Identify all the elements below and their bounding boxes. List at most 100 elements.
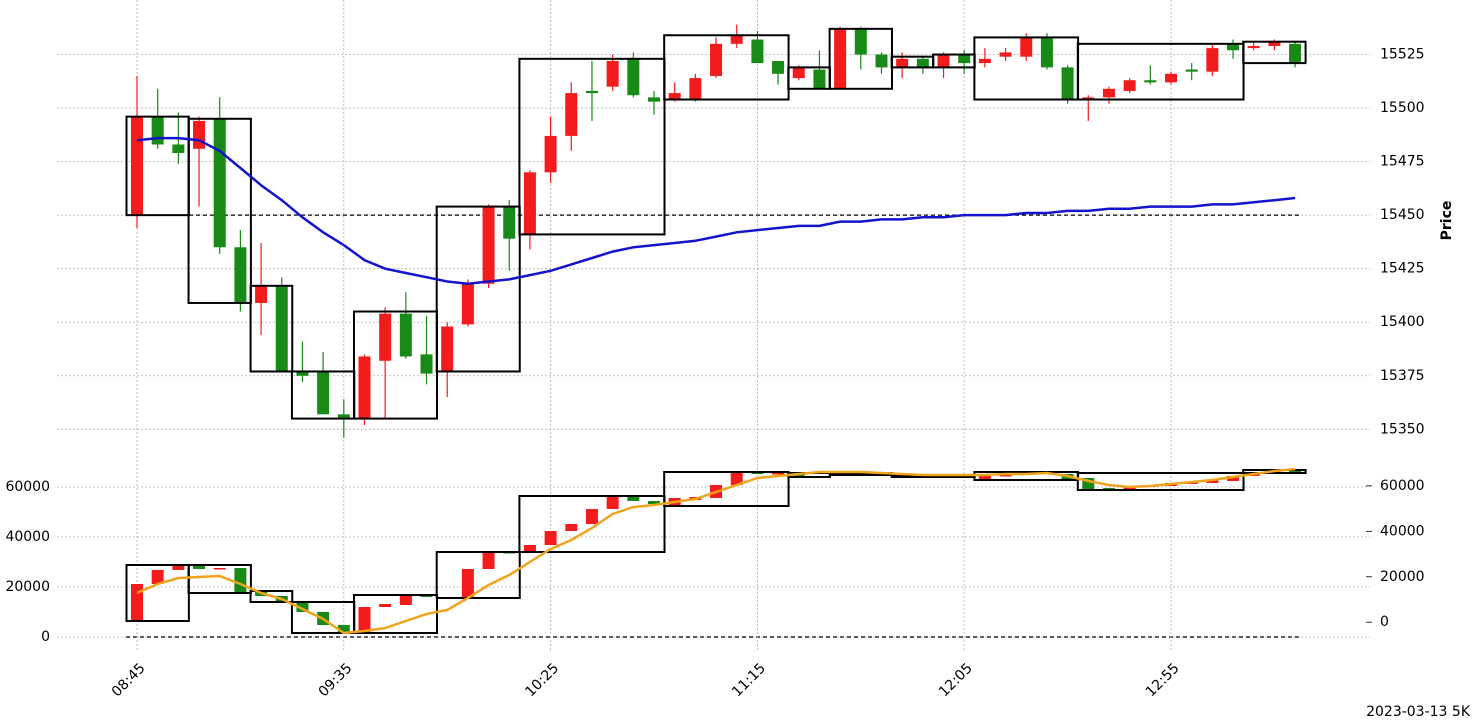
y2-tick-label: 0: [1380, 614, 1389, 630]
candle-body: [544, 135, 557, 173]
candle-body: [916, 58, 929, 68]
candle-body: [585, 90, 598, 94]
candle-body: [358, 607, 371, 633]
candle-body: [627, 58, 640, 96]
candle-body: [1165, 73, 1177, 83]
candle-body: [648, 501, 660, 504]
range-box: [249, 590, 294, 603]
y-tick-label: 15450: [1380, 207, 1425, 223]
range-box: [518, 495, 666, 553]
range-box: [187, 564, 252, 594]
candle-body: [648, 97, 660, 102]
candle-body: [999, 52, 1012, 57]
candle-body: [606, 60, 619, 87]
candle-body: [1040, 37, 1053, 68]
candle-body: [482, 553, 495, 569]
candle-body: [585, 509, 598, 524]
range-box: [1076, 42, 1245, 101]
y-tick-label: 15525: [1380, 47, 1425, 63]
candle-body: [234, 247, 247, 303]
candle-body: [1123, 80, 1136, 91]
x-tick-label: 12:55: [1143, 660, 1183, 700]
line-series: [136, 136, 1296, 285]
candle-body: [337, 414, 350, 419]
candle-body: [131, 116, 143, 216]
candle-body: [275, 285, 288, 372]
y-tick-label: 0: [41, 629, 50, 645]
candle-body: [296, 371, 309, 376]
candle-body: [710, 43, 723, 76]
candle-body: [399, 313, 412, 357]
candle-body: [1185, 69, 1198, 72]
range-box: [1076, 472, 1245, 491]
y-tick-label: 15500: [1380, 100, 1425, 116]
candle-body: [1227, 476, 1240, 481]
candle-body: [834, 28, 847, 89]
candle-body: [172, 144, 185, 154]
candle-body: [461, 283, 474, 325]
candle-body: [379, 313, 392, 361]
candle-body: [1289, 43, 1302, 64]
candle-body: [1082, 97, 1095, 100]
candle-body: [606, 496, 619, 509]
candle-body: [854, 28, 867, 55]
candle-body: [937, 54, 950, 68]
x-tick-label: 08:45: [109, 660, 149, 700]
candle-body: [1289, 470, 1302, 473]
candle-body: [730, 35, 743, 44]
candle-body: [875, 54, 888, 68]
candle-body: [193, 566, 206, 569]
range-box: [249, 284, 294, 373]
range-box: [663, 471, 790, 507]
range-box: [518, 57, 666, 236]
grid-layer: [57, 0, 1372, 650]
range-box: [1242, 40, 1307, 65]
line-series: [136, 467, 1296, 635]
candle-body: [523, 545, 536, 551]
candle-body: [730, 473, 743, 485]
candle-body: [1020, 37, 1033, 57]
candle-body: [751, 39, 764, 64]
candle-body: [213, 568, 226, 570]
candle-body: [1206, 48, 1219, 72]
candle-body: [772, 60, 785, 74]
candle-body: [999, 475, 1012, 477]
x-tick-label: 11:15: [729, 660, 769, 700]
y-tick-label: 15375: [1380, 368, 1425, 384]
candle-body: [1206, 480, 1219, 483]
candle-body: [813, 69, 826, 89]
candle-body: [1144, 80, 1157, 83]
candle-body: [668, 93, 681, 100]
candle-body: [461, 569, 474, 597]
candle-body: [978, 58, 991, 64]
candle-body: [1102, 88, 1115, 98]
candle-body: [689, 78, 702, 100]
y-tick-label: 15400: [1380, 314, 1425, 330]
range-box: [187, 117, 252, 304]
candle-body: [358, 356, 371, 419]
candle-body: [441, 326, 454, 372]
candle-body: [234, 568, 247, 593]
candle-body: [565, 93, 578, 136]
candle-body: [296, 602, 309, 612]
y2-tick-label: 40000: [1380, 523, 1425, 539]
candle-body: [565, 524, 578, 531]
y-tick-label: 15425: [1380, 261, 1425, 277]
y2-tick-label: 20000: [1380, 569, 1425, 585]
range-box: [435, 205, 521, 373]
range-box: [435, 551, 521, 599]
candle-body: [978, 476, 991, 480]
marks-layer: [125, 24, 1307, 635]
y-tick-label: 60000: [5, 479, 50, 495]
candle-body: [151, 116, 164, 145]
y-tick-label: 40000: [5, 529, 50, 545]
candle-body: [1061, 67, 1074, 100]
y-tick-label: 20000: [5, 579, 50, 595]
candle-body: [131, 584, 143, 621]
candle-body: [213, 118, 226, 248]
candle-body: [896, 58, 909, 68]
candle-body: [1227, 43, 1240, 51]
candle-body: [627, 496, 640, 501]
candle-body: [523, 172, 536, 235]
